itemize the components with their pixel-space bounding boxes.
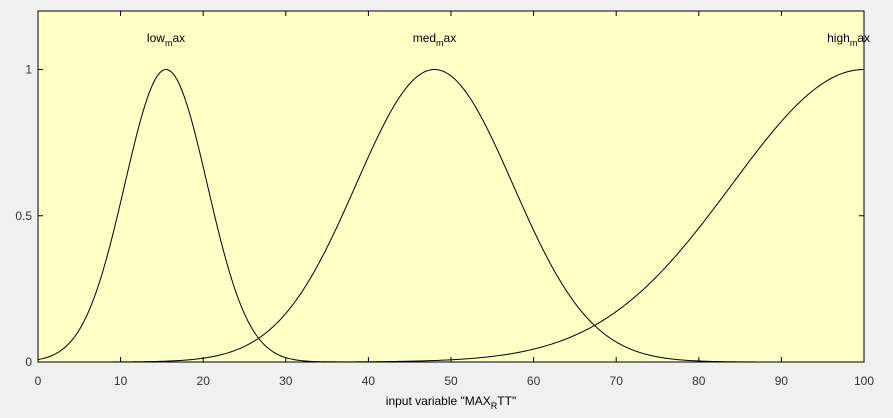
- x-tick-label: 60: [527, 374, 541, 388]
- x-tick-label: 30: [279, 374, 293, 388]
- mf-label-med: medmax: [413, 31, 457, 48]
- x-tick-label: 100: [854, 374, 874, 388]
- x-tick-label: 40: [362, 374, 376, 388]
- x-tick-label: 0: [35, 374, 42, 388]
- y-tick-label: 1: [25, 63, 32, 77]
- x-tick-label: 50: [444, 374, 458, 388]
- x-tick-label: 90: [775, 374, 789, 388]
- y-tick-label: 0: [25, 355, 32, 369]
- plot-area: [38, 11, 864, 362]
- x-tick-label: 10: [114, 374, 128, 388]
- y-tick-label: 0.5: [15, 209, 32, 223]
- x-tick-label: 80: [692, 374, 706, 388]
- x-axis-label: input variable "MAXRTT": [386, 394, 516, 411]
- mf-label-low: lowmax: [147, 31, 185, 48]
- x-tick-label: 70: [610, 374, 624, 388]
- x-tick-label: 20: [197, 374, 211, 388]
- axes-layer: 0 10 20 30 40 50 60 70 80 90 100 0 0.5 1: [15, 10, 874, 388]
